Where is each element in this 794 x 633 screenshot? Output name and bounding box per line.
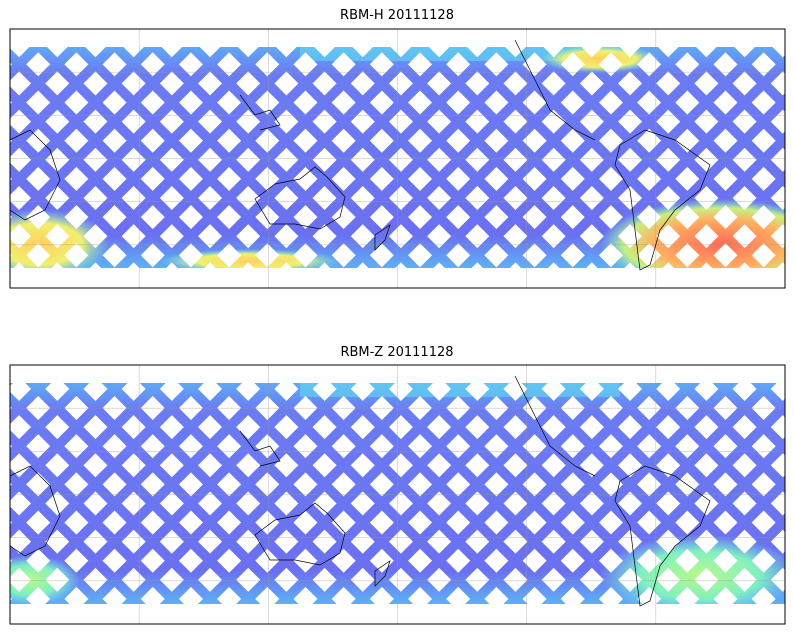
map-panel (9, 28, 786, 289)
coastline (9, 129, 61, 221)
coastline (614, 465, 711, 607)
cyan-patch (10, 555, 80, 604)
warm-patch (10, 209, 110, 268)
panel-title: RBM-Z 20111128 (340, 345, 453, 360)
coastline (9, 465, 61, 557)
warm-patch (160, 249, 340, 268)
coastline (374, 224, 391, 251)
panel-title: RBM-H 20111128 (340, 8, 454, 23)
coastline (239, 94, 281, 131)
coastline (239, 430, 281, 467)
map-frame (9, 364, 786, 625)
coastline (254, 166, 346, 230)
swath-colors (10, 47, 785, 268)
map-panel (9, 364, 786, 625)
coastline (254, 502, 346, 566)
coastline (514, 39, 596, 141)
map-frame (9, 28, 786, 289)
coastline (614, 129, 711, 271)
swath-colors (10, 383, 785, 604)
swath-band (10, 47, 785, 268)
green-patch (600, 535, 785, 604)
cyan-top (300, 47, 620, 61)
coastline (374, 560, 391, 587)
cool-patch (540, 47, 660, 73)
cyan-top (300, 383, 620, 397)
coastline (514, 375, 596, 477)
warm-patch (600, 199, 785, 268)
swath-band (10, 383, 785, 604)
